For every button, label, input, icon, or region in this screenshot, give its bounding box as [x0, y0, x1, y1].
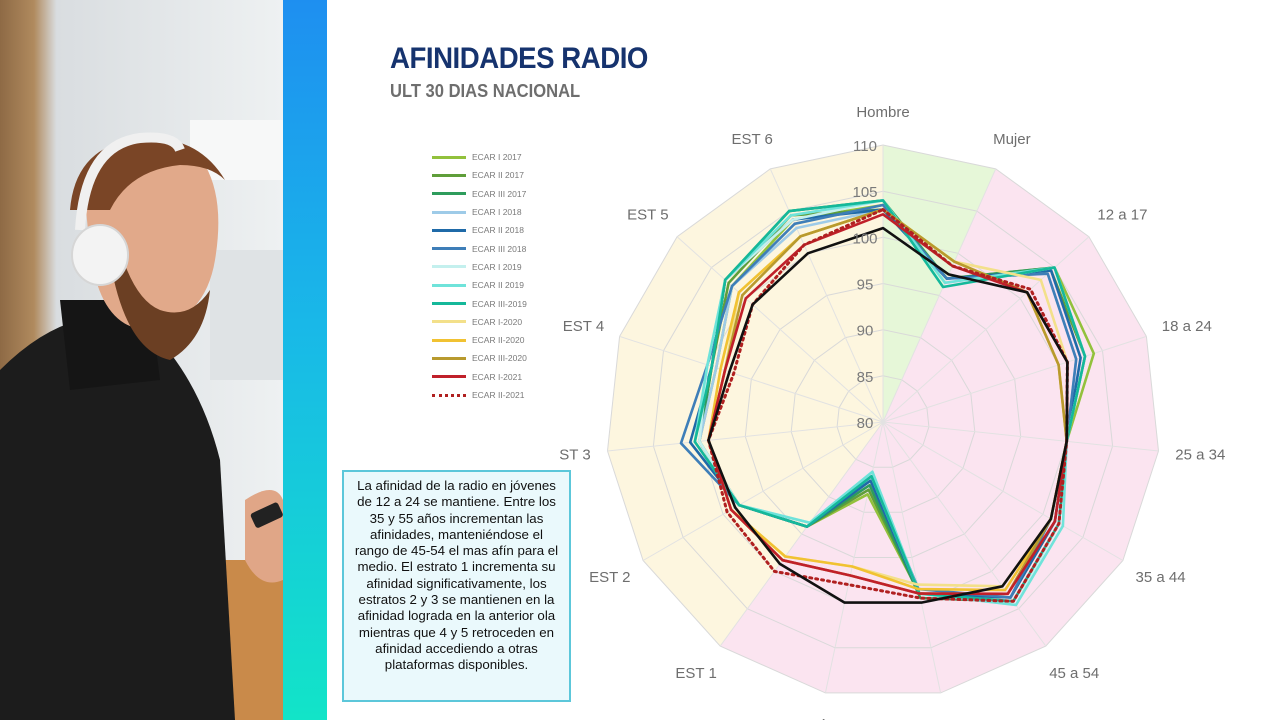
category-label-1: Mujer: [993, 131, 1031, 148]
legend-label: ECAR I 2018: [472, 207, 522, 218]
radar-svg: 80 85 90 95 100 105 110 Hombre Mujer 12 a 17 18 a …: [549, 104, 1225, 725]
note-text: La afinidad de la radio en jóvenes de 12…: [354, 478, 559, 673]
legend-item: ECAR I 2018: [432, 203, 572, 221]
spoke-5: [882, 421, 1124, 561]
tick-label-6: 110: [853, 138, 877, 155]
sector-bg-2: [607, 145, 883, 647]
legend-item: ECAR III-2019: [432, 294, 572, 312]
grid-ring-5: [652, 190, 1114, 649]
legend-item: ECAR III-2020: [432, 349, 572, 367]
spoke-3: [882, 335, 1147, 423]
spoke-4: [882, 421, 1159, 452]
series-line-8: [693, 199, 1087, 603]
legend-swatch: [432, 155, 466, 159]
grid-ring-6: [606, 144, 1160, 694]
legend-label: ECAR III-2019: [472, 298, 527, 309]
legend-item: ECAR I 2017: [432, 148, 572, 166]
series-line-13: [707, 208, 1069, 603]
category-label-11: EST 3: [560, 446, 591, 463]
page-title: AFINIDADES RADIO: [390, 42, 648, 75]
legend-item: ECAR III 2017: [432, 185, 572, 203]
series-line-14: [707, 226, 1069, 604]
legend-swatch: [432, 356, 466, 360]
category-label-0: Hombre: [856, 105, 909, 121]
legend-swatch: [432, 210, 466, 214]
spoke-7: [882, 421, 942, 694]
tick-label-4: 100: [852, 230, 877, 247]
radar-chart: 80 85 90 95 100 105 110 Hombre Mujer 12 a 17 18 a …: [549, 104, 1280, 725]
legend-item: ECAR II-2021: [432, 386, 572, 404]
legend-label: ECAR II-2021: [472, 390, 525, 400]
spoke-11: [607, 421, 884, 452]
spoke-9: [719, 421, 884, 647]
tick-label-1: 85: [857, 369, 874, 386]
tick-label-0: 80: [857, 415, 874, 432]
legend-item: ECAR II-2020: [432, 331, 572, 349]
category-label-4: 25 a 34: [1175, 446, 1225, 463]
legend-item: ECAR III 2018: [432, 239, 572, 257]
legend-label: ECAR III-2020: [472, 353, 527, 364]
tick-label-5: 105: [852, 184, 877, 201]
legend-swatch: [432, 375, 466, 379]
legend-swatch: [432, 302, 466, 306]
legend-label: ECAR II 2018: [472, 225, 524, 236]
legend-label: ECAR II 2019: [472, 280, 524, 291]
category-label-10: EST 2: [589, 569, 630, 586]
category-label-14: EST 6: [731, 131, 772, 148]
accent-bar: [283, 0, 327, 720]
spoke-12: [619, 335, 884, 423]
legend-swatch: [432, 393, 466, 397]
spoke-6: [882, 421, 1047, 647]
legend-item: ECAR II 2019: [432, 276, 572, 294]
tick-label-2: 90: [857, 323, 874, 340]
category-label-9: EST 1: [675, 665, 716, 682]
legend-label: ECAR I-2020: [472, 316, 523, 327]
legend-label: ECAR I 2019: [472, 261, 522, 272]
spoke-8: [824, 421, 884, 694]
legend-swatch: [432, 265, 466, 269]
man-headphones-photo: [0, 0, 283, 720]
category-label-3: 18 a 24: [1162, 318, 1212, 335]
grid-ring-1: [836, 375, 930, 468]
page-subtitle: ULT 30 DIAS NACIONAL: [390, 81, 581, 101]
category-label-12: EST 4: [563, 318, 604, 335]
tick-label-3: 95: [857, 277, 874, 294]
legend-swatch: [432, 338, 466, 342]
spoke-1: [882, 168, 997, 423]
legend-item: ECAR II 2018: [432, 221, 572, 239]
note-box: La afinidad de la radio en jóvenes de 12…: [342, 470, 571, 702]
legend-swatch: [432, 173, 466, 177]
legend-item: ECAR I 2019: [432, 258, 572, 276]
legend-item: ECAR I-2021: [432, 368, 572, 386]
legend-swatch: [432, 320, 466, 324]
legend-label: ECAR III 2018: [472, 243, 527, 254]
legend-label: ECAR II 2017: [472, 170, 524, 181]
spoke-13: [676, 236, 884, 423]
legend-item: ECAR I-2020: [432, 313, 572, 331]
legend-label: ECAR II-2020: [472, 335, 525, 346]
legend-swatch: [432, 247, 466, 251]
chart-legend: ECAR I 2017 ECAR II 2017 ECAR III 2017 ECAR…: [432, 148, 572, 404]
legend-item: ECAR II 2017: [432, 166, 572, 184]
legend-label: ECAR I 2017: [472, 152, 522, 163]
spoke-10: [642, 421, 884, 561]
series-line-9: [707, 208, 1069, 588]
legend-label: ECAR I-2021: [472, 371, 523, 382]
category-label-2: 12 a 17: [1097, 207, 1147, 224]
legend-swatch: [432, 228, 466, 232]
category-label-13: EST 5: [627, 207, 668, 224]
legend-swatch: [432, 283, 466, 287]
legend-label: ECAR III 2017: [472, 188, 527, 199]
category-label-6: 45 a 54: [1049, 665, 1099, 682]
grid-ring-3: [744, 282, 1022, 558]
legend-swatch: [432, 192, 466, 196]
category-label-5: 35 a 44: [1136, 569, 1186, 586]
